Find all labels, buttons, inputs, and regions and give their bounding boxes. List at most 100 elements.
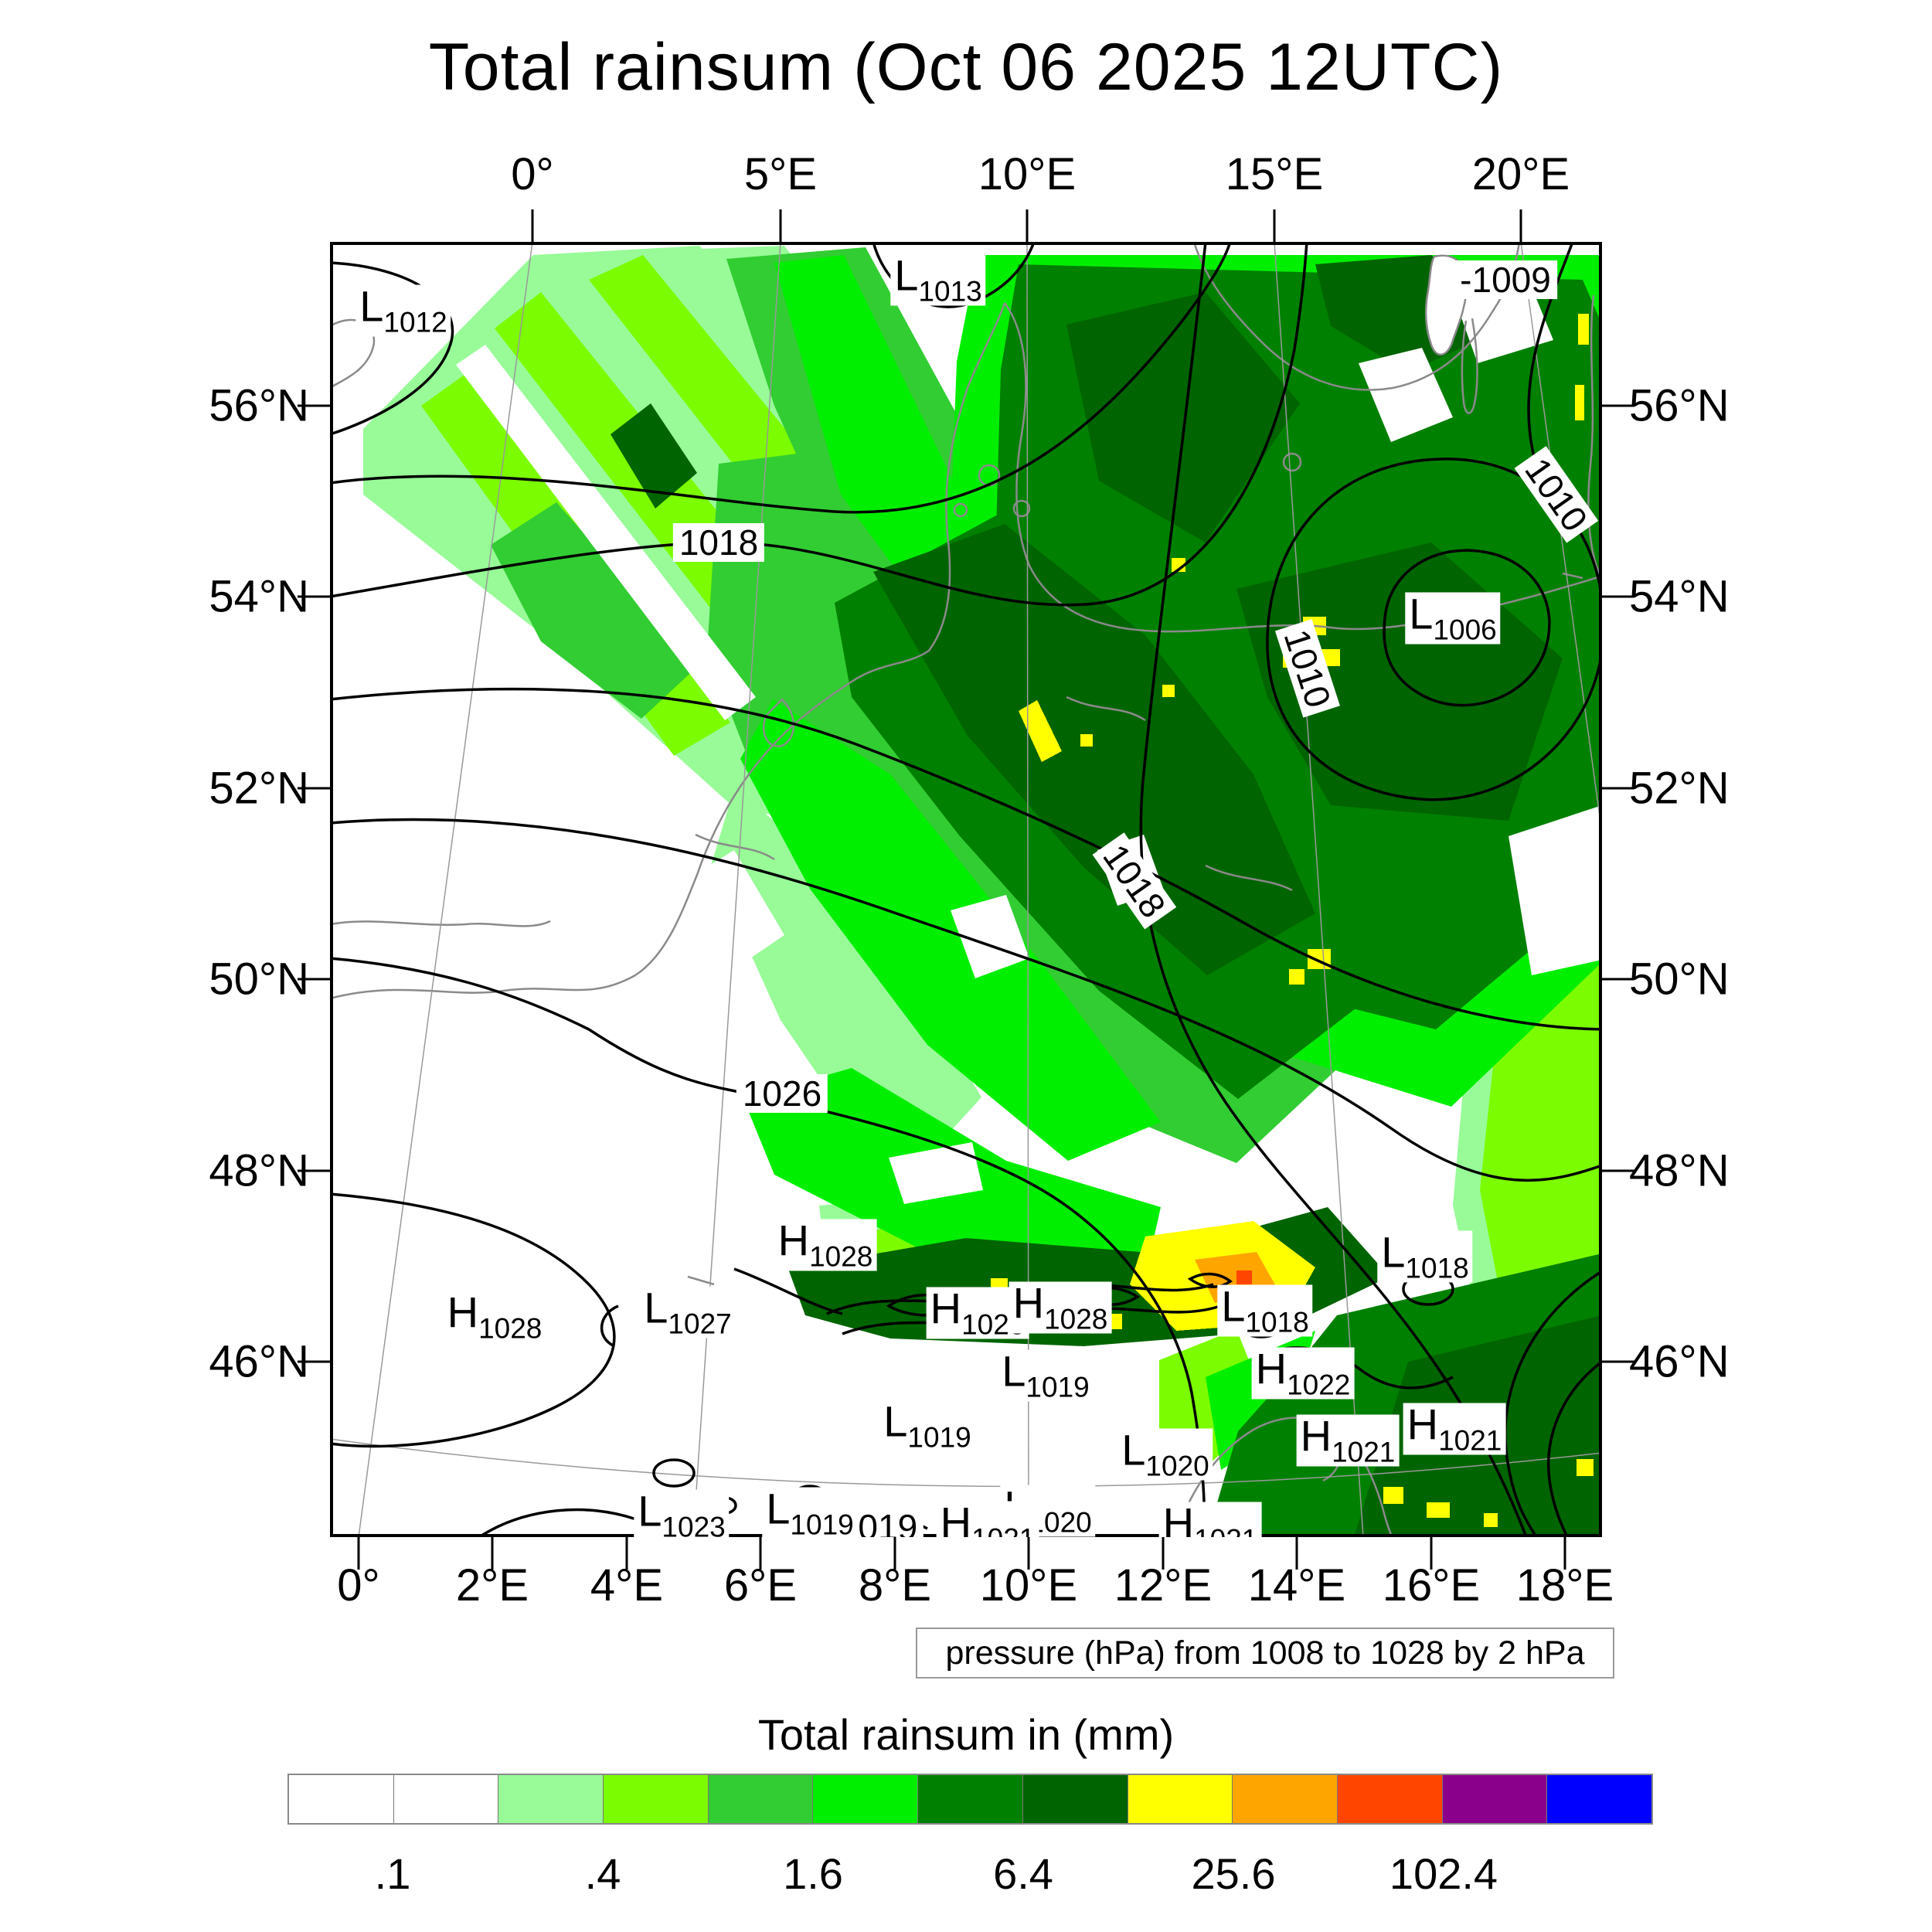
pressure-value: 1019 bbox=[907, 1421, 971, 1454]
pressure-value: 1013 bbox=[918, 275, 982, 308]
map-panel: L1012 L1013 L1006 H1028 L1027 H1028 H1028 H1028… bbox=[330, 242, 1602, 1537]
left-axis-label: 54°N bbox=[209, 571, 309, 622]
colorbar-cell-5 bbox=[813, 1775, 919, 1823]
contour-label-1026: 1026 bbox=[736, 1074, 828, 1113]
colorbar-cell-1 bbox=[393, 1775, 499, 1823]
pressure-letter: L bbox=[1409, 589, 1434, 638]
colorbar-cell-2 bbox=[498, 1775, 604, 1823]
left-axis-label: 56°N bbox=[209, 380, 309, 431]
page-title: Total rainsum (Oct 06 2025 12UTC) bbox=[428, 30, 1504, 104]
pressure-center-l1019: L1019 bbox=[762, 1484, 858, 1538]
right-axis-label: 52°N bbox=[1629, 763, 1730, 814]
pressure-legend: pressure (hPa) from 1008 to 1028 by 2 hP… bbox=[916, 1628, 1614, 1679]
pressure-center-h1021: H1021 bbox=[1158, 1498, 1262, 1538]
pressure-center-l1013: L1013 bbox=[890, 250, 986, 308]
pressure-letter: L bbox=[766, 1484, 791, 1533]
pressure-center-l1012: L1012 bbox=[355, 281, 451, 338]
contour-label-1018: 1018 bbox=[672, 523, 765, 562]
right-axis-label: 50°N bbox=[1629, 954, 1730, 1005]
pressure-value: 1012 bbox=[383, 306, 447, 338]
pressure-letter: L bbox=[644, 1283, 668, 1332]
pressure-center-l1018: L1018 bbox=[1377, 1230, 1473, 1284]
pressure-value: 1019 bbox=[790, 1509, 854, 1538]
pressure-value: 1018 bbox=[1405, 1252, 1469, 1284]
pressure-value: 1018 bbox=[1245, 1306, 1309, 1338]
pressure-center-h1021: H1021 bbox=[1296, 1411, 1400, 1467]
pressure-center-l1019: L1019 bbox=[998, 1346, 1094, 1403]
pressure-value: 1020 bbox=[1145, 1450, 1209, 1482]
bottom-axis-label: 16°E bbox=[1382, 1560, 1481, 1611]
pressure-center-h1028: H1028 bbox=[1009, 1278, 1112, 1335]
contour-label-1009: -1009 bbox=[1454, 260, 1557, 299]
pressure-value: 1006 bbox=[1433, 614, 1497, 646]
bottom-axis-label: 18°E bbox=[1515, 1560, 1614, 1611]
bottom-axis-label: 10°E bbox=[979, 1560, 1078, 1611]
colorbar-tick-label: .1 bbox=[374, 1849, 411, 1898]
pressure-center-h1028: H1028 bbox=[443, 1291, 546, 1345]
colorbar-tick-label: 6.4 bbox=[993, 1849, 1053, 1898]
colorbar-tick-label: 102.4 bbox=[1389, 1849, 1498, 1898]
colorbar-cell-4 bbox=[708, 1775, 814, 1823]
pressure-center-h1021: H1021 bbox=[936, 1501, 1039, 1537]
pressure-letter: H bbox=[1162, 1498, 1195, 1537]
colorbar-cell-10 bbox=[1337, 1775, 1443, 1823]
pressure-value: 1022 bbox=[1287, 1369, 1351, 1401]
right-axis-label: 54°N bbox=[1629, 571, 1730, 622]
map-canvas bbox=[330, 242, 1602, 1537]
pressure-letter: L bbox=[883, 1396, 908, 1446]
pressure-letter: H bbox=[777, 1216, 810, 1265]
pressure-value: 1028 bbox=[1044, 1303, 1108, 1335]
colorbar-cell-12 bbox=[1547, 1775, 1651, 1823]
pressure-value: 1021 bbox=[1438, 1424, 1502, 1457]
pressure-letter: H bbox=[1255, 1344, 1287, 1393]
bottom-axis-label: 4°E bbox=[590, 1560, 664, 1611]
pressure-letter: L bbox=[1002, 1346, 1026, 1396]
pressure-center-l1023: L1023 bbox=[634, 1489, 730, 1538]
left-axis-label: 46°N bbox=[209, 1336, 309, 1387]
bottom-axis-label: 0° bbox=[337, 1560, 380, 1611]
left-axis-label: 50°N bbox=[209, 954, 309, 1005]
bottom-axis-label: 8°E bbox=[858, 1560, 932, 1611]
colorbar-cell-7 bbox=[1022, 1775, 1128, 1823]
colorbar-cell-3 bbox=[604, 1775, 709, 1823]
pressure-center-l1020: L1020 bbox=[1117, 1425, 1213, 1482]
colorbar-cell-9 bbox=[1233, 1775, 1338, 1823]
colorbar-tick-label: 1.6 bbox=[783, 1849, 843, 1898]
pressure-value: 1028 bbox=[478, 1312, 543, 1345]
bottom-axis-label: 12°E bbox=[1114, 1560, 1213, 1611]
right-axis-label: 48°N bbox=[1629, 1145, 1730, 1196]
pressure-value: 1021 bbox=[1194, 1524, 1257, 1538]
pressure-value: 1023 bbox=[662, 1511, 726, 1538]
pressure-letter: H bbox=[930, 1284, 962, 1333]
top-axis-label: 20°E bbox=[1471, 149, 1570, 199]
pressure-letter: L bbox=[359, 281, 384, 331]
colorbar-title: Total rainsum in (mm) bbox=[757, 1710, 1175, 1759]
pressure-center-h1022: H1022 bbox=[1251, 1344, 1355, 1401]
colorbar-cell-11 bbox=[1442, 1775, 1548, 1823]
colorbar bbox=[287, 1774, 1653, 1825]
left-axis-label: 52°N bbox=[209, 763, 309, 814]
pressure-letter: H bbox=[1300, 1411, 1332, 1461]
pressure-value: 1019 bbox=[1026, 1371, 1090, 1403]
pressure-center-l1027: L1027 bbox=[640, 1283, 736, 1338]
pressure-center-h1021: H1021 bbox=[1403, 1403, 1506, 1455]
bottom-axis-label: 14°E bbox=[1247, 1560, 1346, 1611]
top-axis-label: 5°E bbox=[743, 149, 818, 199]
bottom-axis-label: 6°E bbox=[723, 1560, 798, 1611]
left-axis-label: 48°N bbox=[209, 1145, 309, 1196]
pressure-value: 1028 bbox=[809, 1240, 873, 1273]
right-axis-label: 46°N bbox=[1629, 1336, 1730, 1387]
pressure-center-l1006: L1006 bbox=[1405, 589, 1501, 646]
bottom-axis-label: 2°E bbox=[455, 1560, 529, 1611]
pressure-letter: L bbox=[894, 250, 919, 300]
pressure-letter: H bbox=[940, 1498, 972, 1537]
pressure-letter: H bbox=[1012, 1278, 1045, 1328]
right-axis-label: 56°N bbox=[1629, 380, 1730, 431]
colorbar-cell-0 bbox=[289, 1775, 394, 1823]
pressure-letter: L bbox=[1121, 1425, 1146, 1475]
colorbar-cell-8 bbox=[1128, 1775, 1233, 1823]
top-axis-label: 10°E bbox=[978, 149, 1077, 199]
colorbar-tick-label: .4 bbox=[584, 1849, 621, 1898]
